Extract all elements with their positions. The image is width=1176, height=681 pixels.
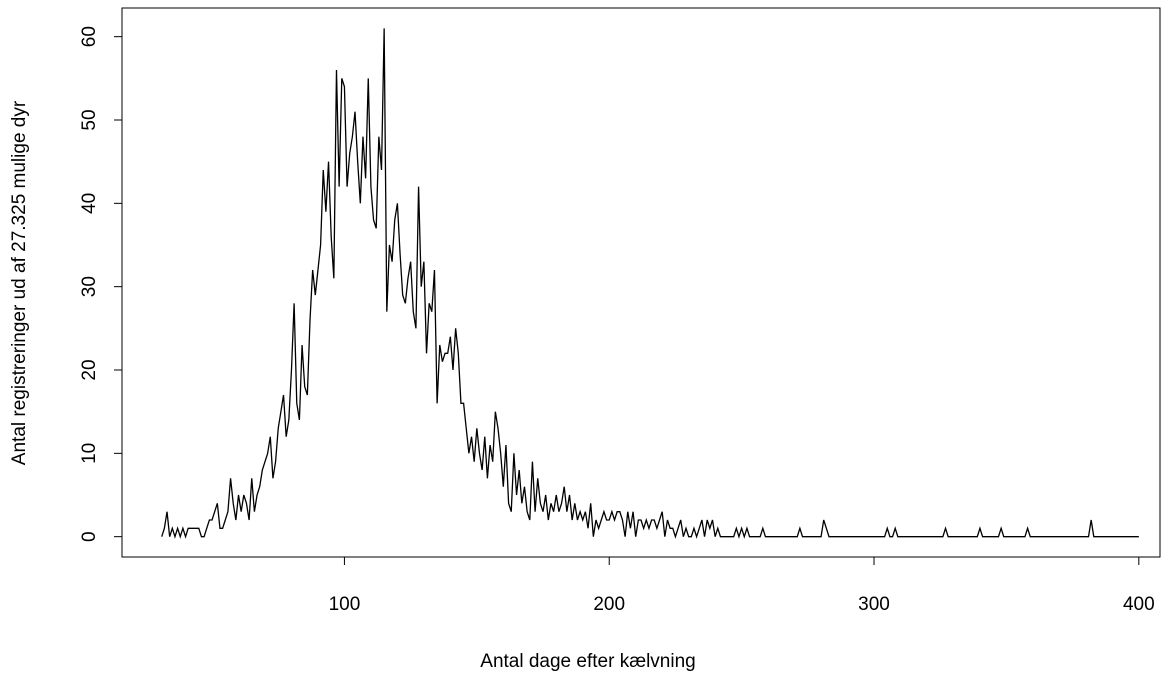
y-tick-label: 10	[79, 443, 100, 464]
y-tick-label: 30	[79, 276, 100, 297]
x-axis-label: Antal dage efter kælvning	[480, 651, 695, 672]
plot-box	[121, 7, 1161, 558]
x-tick-label: 300	[858, 594, 890, 615]
x-tick-label: 100	[329, 594, 361, 615]
y-tick-label: 50	[79, 109, 100, 130]
y-axis-label: Antal registreringer ud af 27.325 mulige…	[9, 100, 30, 465]
x-tick-label: 200	[593, 594, 625, 615]
data-line	[161, 28, 1139, 539]
y-tick-label: 60	[79, 26, 100, 47]
y-tick-label: 0	[79, 531, 100, 542]
y-tick-label: 40	[79, 193, 100, 214]
x-tick-label: 400	[1123, 594, 1155, 615]
y-tick-label: 20	[79, 359, 100, 380]
